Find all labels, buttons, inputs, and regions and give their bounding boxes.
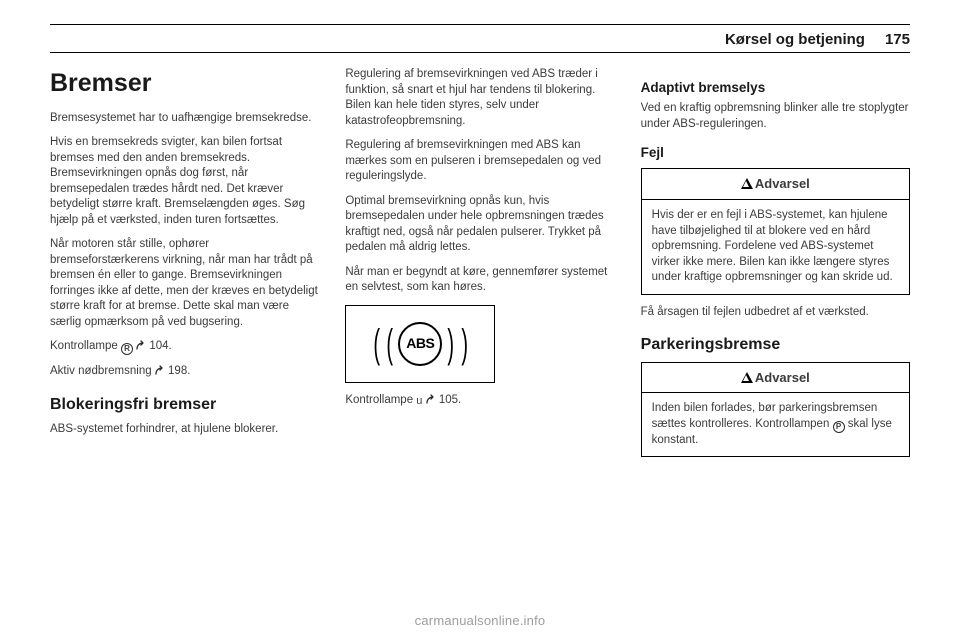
warning-body: Inden bilen forlades, bør parkeringsbrem… [642, 393, 909, 456]
text: 198. [165, 365, 191, 377]
heading-bremser: Bremser [50, 67, 319, 101]
heading-adaptive-brakelight: Adaptivt bremselys [641, 79, 910, 97]
link-arrow-icon [136, 340, 146, 350]
section-title: Kørsel og betjening [725, 31, 865, 48]
watermark: carmanualsonline.info [0, 613, 960, 628]
paragraph: Kontrollampe u 105. [345, 393, 614, 409]
columns: Bremser Bremsesystemet har to uafhængige… [50, 67, 910, 467]
paragraph: Bremsesystemet har to uafhængige bremsek… [50, 111, 319, 127]
link-arrow-icon [155, 365, 165, 375]
abs-ring: ABS [398, 322, 442, 366]
text: Aktiv nødbremsning [50, 365, 155, 377]
warning-title: Advarsel [755, 176, 810, 191]
abs-label: ABS [406, 334, 434, 353]
page-number: 175 [885, 31, 910, 48]
heading-abs: Blokeringsfri bremser [50, 394, 319, 416]
paragraph: Hvis en bremsekreds svigter, kan bilen f… [50, 135, 319, 228]
paragraph: Få årsagen til fejlen udbedret af et vær… [641, 305, 910, 321]
text: 104. [146, 340, 172, 352]
paragraph: Optimal bremsevirkning opnås kun, hvis b… [345, 194, 614, 256]
heading-fault: Fejl [641, 144, 910, 162]
page-header: Kørsel og betjening 175 [50, 31, 910, 48]
paragraph: Når motoren står stille, ophører bremsef… [50, 237, 319, 330]
column-1: Bremser Bremsesystemet har to uafhængige… [50, 67, 319, 467]
link-arrow-icon [426, 394, 436, 404]
brake-indicator-icon: R [121, 343, 133, 355]
text: Kontrollampe [345, 394, 416, 406]
abs-indicator-icon: u [416, 394, 422, 409]
heading-parking-brake: Parkeringsbremse [641, 334, 910, 356]
warning-body: Hvis der er en fejl i ABS-systemet, kan … [642, 200, 909, 294]
paragraph: Regulering af bremsevirkningen ved ABS t… [345, 67, 614, 129]
warning-box-abs-fault: Advarsel Hvis der er en fejl i ABS-syste… [641, 168, 910, 294]
abs-paren-left: ( [373, 324, 380, 364]
paragraph: Når man er begyndt at køre, gennemfører … [345, 265, 614, 296]
abs-paren-right-2: ) [448, 324, 455, 364]
text: Kontrollampe [50, 340, 121, 352]
paragraph: Ved en kraftig opbremsning blinker alle … [641, 101, 910, 132]
parking-brake-indicator-icon: P [833, 421, 845, 433]
warning-header: Advarsel [642, 363, 909, 394]
abs-symbol: ( ( ABS ) ) [370, 322, 471, 366]
warning-title: Advarsel [755, 370, 810, 385]
warning-box-parking-brake: Advarsel Inden bilen forlades, bør parke… [641, 362, 910, 458]
abs-figure: ( ( ABS ) ) [345, 305, 495, 383]
paragraph: Aktiv nødbremsning 198. [50, 364, 319, 380]
column-2: Regulering af bremsevirkningen ved ABS t… [345, 67, 614, 467]
abs-paren-right: ) [461, 324, 468, 364]
header-rule [50, 52, 910, 53]
text: 105. [436, 394, 462, 406]
paragraph: Regulering af bremsevirkningen med ABS k… [345, 138, 614, 185]
column-3: Adaptivt bremselys Ved en kraftig opbrem… [641, 67, 910, 467]
warning-triangle-icon [741, 372, 753, 383]
top-rule [50, 24, 910, 25]
paragraph: ABS-systemet forhindrer, at hjulene blok… [50, 422, 319, 438]
abs-paren-left-2: ( [386, 324, 393, 364]
warning-header: Advarsel [642, 169, 909, 200]
warning-triangle-icon [741, 178, 753, 189]
paragraph: Kontrollampe R 104. [50, 339, 319, 355]
manual-page: Kørsel og betjening 175 Bremser Bremsesy… [0, 0, 960, 467]
